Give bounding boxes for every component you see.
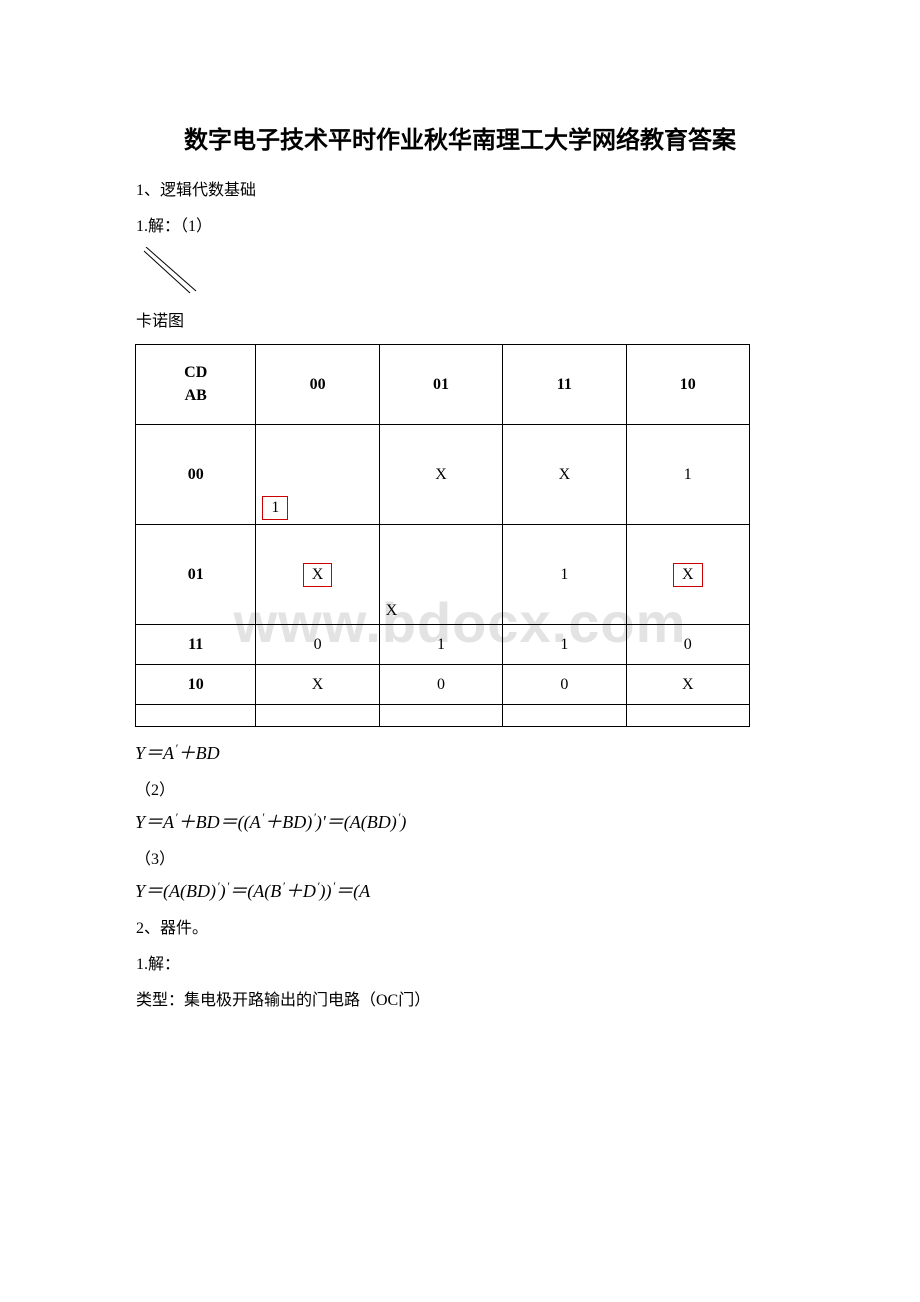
kmap-cell: X	[626, 525, 749, 625]
kmap-cell: X	[256, 665, 379, 705]
kmap-cd-label: CD	[184, 364, 207, 381]
kmap-row-label: 00	[136, 425, 256, 525]
kmap-ab-label: AB	[185, 387, 207, 404]
kmap-cell: X	[379, 425, 502, 525]
kmap-empty-row	[136, 705, 750, 727]
kmap-cell: 0	[626, 625, 749, 665]
kmap-row-11: 11 0 1 1 0	[136, 625, 750, 665]
type-label: 类型：集电极开路输出的门电路（OC门）	[120, 985, 800, 1017]
part-label-2: （2）	[135, 776, 800, 800]
kmap-col-01: 01	[379, 345, 502, 425]
kmap-header-corner: CD AB	[136, 345, 256, 425]
section1-heading: 1、逻辑代数基础	[120, 175, 800, 207]
kmap-row-label: 11	[136, 625, 256, 665]
kmap-cell: X	[256, 525, 379, 625]
kmap-col-00: 00	[256, 345, 379, 425]
kmap-cell: X	[379, 525, 502, 625]
solution-label-2: 1.解：	[120, 949, 800, 981]
kmap-value: X	[303, 563, 333, 587]
kmap-col-10: 10	[626, 345, 749, 425]
formula-2: Y＝A′＋BD＝((A′＋BD)′)'＝(A(BD)′)	[135, 808, 800, 837]
diagonal-line-icon	[140, 247, 800, 302]
kmap-cell: 1	[503, 525, 626, 625]
kmap-row-label: 01	[136, 525, 256, 625]
kmap-cell: 0	[503, 665, 626, 705]
kmap-label: 卡诺图	[120, 306, 800, 338]
kmap-cell: 1	[379, 625, 502, 665]
section2-heading: 2、器件。	[120, 913, 800, 945]
kmap-cell: X	[626, 665, 749, 705]
formula-1: Y＝A′＋BD	[135, 739, 800, 768]
kmap-col-11: 11	[503, 345, 626, 425]
kmap-cell: 1	[503, 625, 626, 665]
kmap-row-10: 10 X 0 0 X	[136, 665, 750, 705]
solution-label-1: 1.解：（1）	[120, 211, 800, 243]
kmap-cell: 0	[256, 625, 379, 665]
karnaugh-map-table: CD AB 00 01 11 10 00 1 X X 1 01 X X 1 X …	[135, 344, 750, 727]
kmap-row-00: 00 1 X X 1	[136, 425, 750, 525]
kmap-cell: 1	[626, 425, 749, 525]
kmap-row-label: 10	[136, 665, 256, 705]
formula-3: Y＝(A(BD)′)′＝(A(B′＋D′))′＝(A	[135, 877, 800, 906]
kmap-value: X	[386, 602, 398, 620]
kmap-value: X	[673, 563, 703, 587]
page-title: 数字电子技术平时作业秋华南理工大学网络教育答案	[120, 120, 800, 155]
kmap-cell: 1	[256, 425, 379, 525]
part-label-3: （3）	[135, 845, 800, 869]
kmap-value: 1	[262, 496, 288, 520]
kmap-row-01: 01 X X 1 X	[136, 525, 750, 625]
kmap-cell: 0	[379, 665, 502, 705]
kmap-cell: X	[503, 425, 626, 525]
